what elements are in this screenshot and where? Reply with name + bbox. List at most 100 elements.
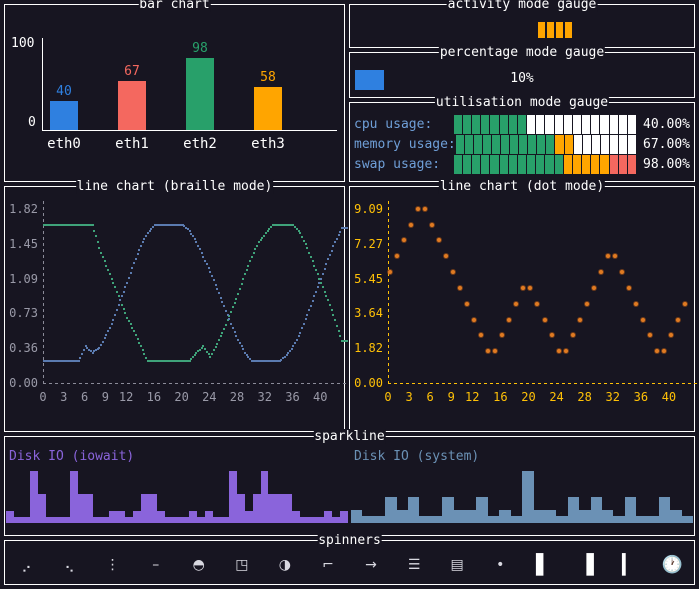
line-chart-point (240, 283, 243, 286)
line-chart-point (339, 335, 342, 338)
line-chart-point (141, 349, 144, 352)
line-chart-point (68, 360, 71, 363)
line-chart-point (74, 223, 77, 226)
utilisation-gauge-row: memory usage: 67.00% (354, 135, 690, 154)
line-chart-point (143, 352, 146, 355)
line-chart-point (153, 360, 156, 363)
line-chart-point (138, 341, 141, 344)
line-chart-point (178, 360, 181, 363)
line-chart-point (56, 360, 59, 363)
line-chart-point (423, 207, 428, 211)
line-chart-point (275, 223, 278, 226)
line-chart-point (159, 223, 162, 226)
utilisation-gauge-segment (492, 135, 501, 154)
sparkline-bar (340, 511, 348, 523)
line-chart-point (174, 360, 177, 363)
line-chart-point (661, 349, 666, 354)
line-chart-point (167, 223, 170, 226)
line-chart-point (181, 360, 184, 363)
line-chart-point (328, 304, 331, 307)
sparkline-bar (236, 494, 245, 523)
line-chart-point (240, 345, 243, 348)
line-chart-point (342, 340, 345, 343)
utilisation-gauge-segment (517, 115, 527, 134)
line-chart-x-tick: 0 (39, 390, 47, 404)
utilisation-gauge-row: swap usage: 98.00% (354, 155, 690, 174)
line-chart-point (157, 223, 160, 226)
line-chart-point (146, 360, 149, 363)
utilisation-gauge-segment (609, 135, 618, 154)
line-chart-point (179, 360, 182, 363)
line-chart-point (131, 326, 134, 329)
line-chart-point (612, 253, 617, 258)
sparkline-bar (173, 517, 181, 523)
line-chart-point (323, 290, 326, 293)
line-chart-point (140, 345, 143, 348)
bar-chart-title: bar chart (138, 0, 211, 12)
line-chart-point (233, 301, 236, 304)
line-chart-point (294, 341, 297, 344)
line-chart-x-tick: 40 (661, 390, 677, 404)
line-chart-point (110, 323, 113, 326)
line-chart-point (292, 345, 295, 348)
utilisation-gauge-segment (490, 155, 499, 174)
sparkline-bar (196, 517, 205, 523)
dotted-lines-spinner: ☰ (407, 557, 421, 573)
utilisation-gauge-segment (564, 135, 573, 154)
line-chart-point (46, 223, 49, 226)
sparkline-bar (396, 510, 409, 523)
line-chart-point (200, 346, 203, 349)
line-chart-point (640, 317, 645, 322)
line-chart-point (341, 340, 343, 343)
line-chart-point (209, 270, 212, 273)
line-chart-x-axis (388, 383, 698, 384)
line-chart-point (160, 223, 163, 226)
sparkline-bar (268, 494, 277, 523)
line-chart-y-tick: 1.82 (9, 202, 38, 216)
line-chart-point (96, 241, 99, 244)
line-chart-point (223, 305, 226, 308)
utilisation-gauge-segment (537, 135, 546, 154)
line-chart-point (647, 333, 652, 338)
sparkline-bar (332, 517, 341, 523)
utilisation-gauge-segment (508, 115, 517, 134)
sparkline-bar (510, 516, 523, 523)
line-chart-point (299, 232, 302, 235)
line-chart-point (145, 235, 148, 238)
sparkline-bar (188, 511, 197, 523)
line-chart-point (178, 223, 181, 226)
line-chart-point (81, 352, 84, 355)
line-chart-point (591, 286, 596, 291)
line-chart-point (626, 286, 631, 291)
line-chart-point (342, 227, 345, 230)
line-chart-point (231, 306, 234, 309)
line-chart-point (256, 360, 259, 363)
line-chart-point (318, 281, 321, 284)
utilisation-gauge-title: utilisation mode gauge (434, 95, 610, 110)
line-chart-point (204, 259, 207, 262)
line-chart-x-tick: 24 (549, 390, 564, 404)
sparkline-bar (601, 510, 614, 523)
percentage-gauge-label: 10% (510, 71, 534, 86)
line-chart-point (81, 223, 84, 226)
line-chart-point (148, 360, 151, 363)
dot-line-chart-panel: line chart (dot mode) 0.00 1.82 3.64 5.45 7.… (349, 179, 698, 432)
line-chart-x-tick: 36 (633, 390, 649, 404)
utilisation-gauge-percent: 98.00% (643, 157, 690, 172)
line-chart-point (254, 360, 257, 363)
line-chart-point (58, 223, 61, 226)
sparkline-bar (29, 471, 38, 523)
utilisation-gauge-segment (609, 155, 618, 174)
line-chart-x-tick: 20 (521, 390, 536, 404)
line-chart-point (249, 358, 252, 361)
sparkline-bars (6, 471, 348, 523)
sparkline-bar (544, 510, 557, 523)
sparkline-bar (499, 510, 511, 523)
line-chart-point (668, 333, 673, 338)
line-chart-x-tick: 24 (202, 390, 217, 404)
utilisation-gauge-segment (463, 155, 472, 174)
line-chart-point (167, 360, 170, 363)
line-chart-point (134, 257, 137, 260)
utilisation-gauge-segment (536, 115, 545, 134)
line-chart-point (252, 360, 255, 363)
